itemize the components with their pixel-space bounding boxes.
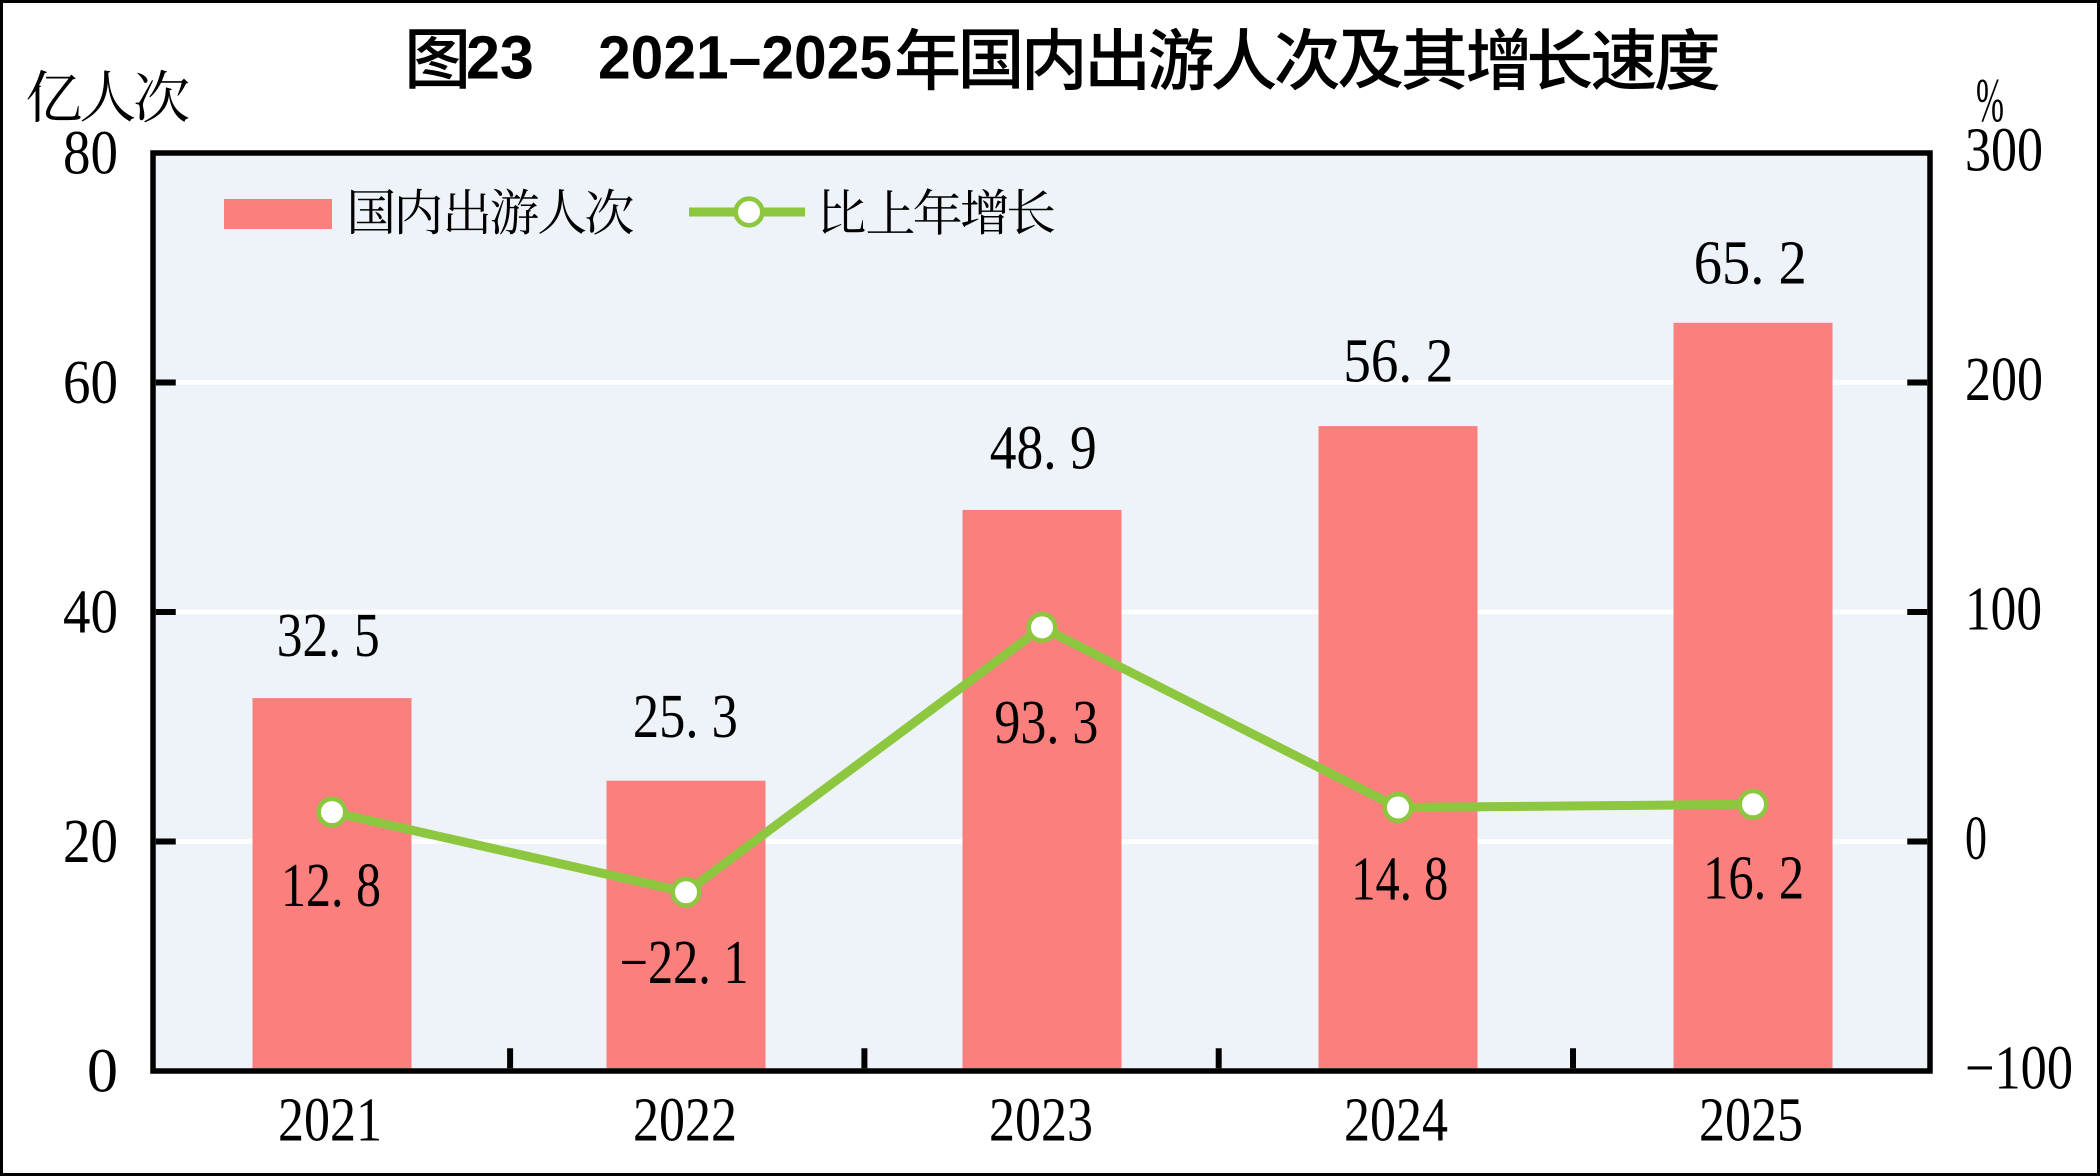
- svg-text:60: 60: [63, 349, 118, 417]
- svg-text:14. 8: 14. 8: [1351, 845, 1448, 913]
- svg-text:25. 3: 25. 3: [633, 683, 738, 751]
- svg-text:20: 20: [63, 808, 118, 876]
- svg-text:−100: −100: [1965, 1035, 2073, 1103]
- svg-text:300: 300: [1965, 117, 2043, 185]
- svg-text:0: 0: [87, 1038, 118, 1106]
- svg-text:%: %: [1976, 67, 2004, 135]
- svg-text:65. 2: 65. 2: [1694, 230, 1807, 298]
- svg-text:32. 5: 32. 5: [277, 602, 380, 670]
- svg-text:80: 80: [63, 120, 118, 188]
- svg-text:2021: 2021: [278, 1087, 382, 1155]
- svg-text:93. 3: 93. 3: [994, 689, 1098, 757]
- svg-text:100: 100: [1965, 576, 2042, 644]
- svg-text:2022: 2022: [633, 1087, 737, 1155]
- svg-text:2025: 2025: [1699, 1087, 1803, 1155]
- svg-text:2023: 2023: [989, 1087, 1093, 1155]
- svg-text:56. 2: 56. 2: [1343, 327, 1453, 395]
- svg-text:2024: 2024: [1344, 1087, 1448, 1155]
- svg-text:12. 8: 12. 8: [281, 852, 381, 920]
- svg-text:200: 200: [1965, 346, 2043, 414]
- svg-text:40: 40: [63, 579, 118, 647]
- svg-text:2021–2025: 2021–2025: [598, 24, 892, 92]
- svg-text:−22. 1: −22. 1: [620, 929, 749, 997]
- svg-text:23: 23: [466, 24, 534, 92]
- svg-text:48. 9: 48. 9: [990, 415, 1097, 483]
- svg-text:16. 2: 16. 2: [1703, 845, 1804, 913]
- svg-text:0: 0: [1965, 805, 1987, 873]
